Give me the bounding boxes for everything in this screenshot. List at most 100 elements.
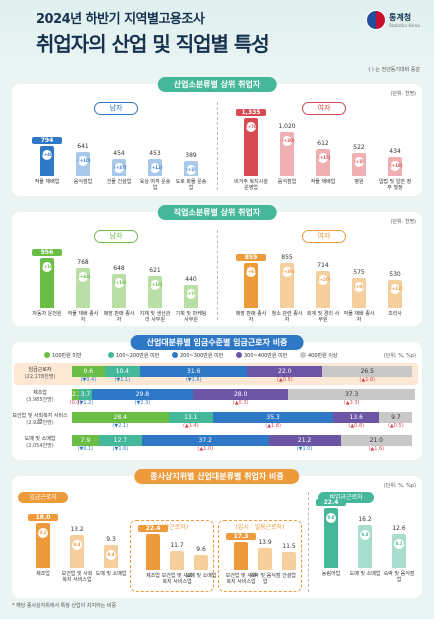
change-badge: (+40) [42,150,55,161]
bar-value: 768 [77,258,89,266]
header-note: ( ) 는 전년동기대비 증감 [368,67,420,73]
bar-label: 작물 재배 종사자 [67,311,99,323]
bar-segment: 28.0 [193,389,289,400]
row-sub: (22,178천명) [24,374,56,380]
header: 2024년 하반기 지역별고용조사 취업자의 산업 및 직업별 특성 통계청 S… [0,0,434,66]
bar-segment: 21.2 [268,435,341,446]
bar-value: 453 [149,150,161,158]
bar-value: 22.4 [138,525,168,532]
bar-value: 9.3 [106,535,116,543]
bar-label: 자동차 운전원 [32,311,62,317]
change-badge: (+37) [114,162,127,173]
bar-label: 농림어업 [321,571,341,577]
bar-segment: 3.7 [79,389,92,400]
change-value: (▼2.1) [112,423,129,429]
divider [217,230,218,320]
change-value: (▼0.4) [80,377,97,383]
bar-segment: 7.9 [72,435,99,446]
section-title: 산업소분류별 상위 취업자 [157,77,277,92]
bar-label: 제조업 [36,571,50,577]
bar [324,508,338,568]
change-badge: (+20) [318,274,331,285]
change-badge: (+3) [354,157,364,168]
legend-dot-icon [108,352,114,358]
bar-segment: 29.8 [91,389,194,400]
male-tag: 남자 [94,102,138,115]
female-tag: 여자 [302,230,346,243]
bar-label: 육상 여객 운송업 [139,179,171,191]
change-badge: (+10) [78,155,91,166]
bar-segment: 26.5 [322,366,413,377]
bar-value: 11.5 [282,542,296,550]
divider [217,102,218,190]
unit: (단위: 천명) [390,91,416,97]
bar-segment: 9.6 [72,366,105,377]
bar-value: 714 [317,261,329,269]
bar-value: 389 [185,152,197,160]
logo-emblem-icon [366,10,386,30]
header-title-1: 2024년 하반기 지역별고용조사 [36,12,205,27]
bar [194,554,208,570]
change-badge: (+2) [186,165,196,176]
change-value: (▲1.6) [368,446,385,452]
divider [308,492,309,592]
change-badge: 0.1 [394,539,404,550]
change-value: (▲0.3) [232,400,249,406]
bar-label: 작물 재배업 [34,179,60,185]
bar-value: 794 [32,137,62,145]
change-value: (▼1.1) [114,377,131,383]
legend-item: 100만원 미만 [44,352,82,359]
row-label: 임금근로자 [28,367,52,373]
bar-segment: 37.3 [288,389,416,400]
bar-label: 비거주 복지시설 운영업 [234,179,268,191]
bar-value: 956 [32,249,62,256]
bar-value: 530 [389,271,401,279]
change-badge: 0.4 [106,549,116,560]
change-value: (▼2.3) [134,400,151,406]
row-sub: (2,054천명) [26,443,54,449]
bar-segment: 13.1 [168,412,214,423]
change-value: (▼1.0) [296,446,313,452]
bar-label: 도로 화물 운송업 [175,179,207,191]
row-sub: (2,927천명) [26,420,54,426]
unit: (단위: %, %p) [383,483,416,489]
bar-value: 621 [149,266,161,274]
bar-value: 17.3 [226,533,256,541]
bar-segment: 12.7 [98,435,143,446]
bar-label: 기획 및 마케팅 사무원 [175,311,207,323]
legend-label: 400만원 이상 [308,353,338,359]
change-value: (▼1.6) [112,446,129,452]
bar-label: 건설업 [282,573,296,579]
bar [258,547,272,570]
bar-value: 434 [389,148,401,156]
bar [234,542,248,570]
bar-label: 매장 판매 종사자 [235,311,267,323]
legend-item: 200~300만원 미만 [172,352,223,359]
bar-segment: 31.6 [140,366,248,377]
bar-segment: 35.3 [213,412,334,423]
unit: (단위: %, %p) [383,353,416,359]
bar-value: 641 [77,142,89,150]
bar-value: 522 [353,144,365,152]
bar-label: 보건업 및 사회복지 서비스업 [225,573,257,585]
change-badge: (+16) [42,262,55,272]
row-label: 도매 및 소매업 [24,436,56,442]
bar-value: 575 [353,268,365,276]
bar [170,551,184,570]
change-badge: (+44) [78,271,91,282]
bar-label: 음식점업 [73,179,93,185]
change-value: (▲1.4) [182,423,199,429]
section-title: 종사상지위별 산업대분류별 취업자 비중 [134,469,300,484]
bar [244,118,258,176]
bar-value: 1,335 [236,109,266,116]
section-title: 산업대분류별 임금수준별 임금근로자 비중 [130,335,304,350]
legend-label: 300~400만원 미만 [244,353,288,359]
wage-tag: 임금근로자 [18,492,68,503]
bar-segment: 9.7 [379,412,413,423]
section-employment-status: 종사상지위별 산업대분류별 취업자 비중 (단위: %, %p) 임금근로자 비… [12,469,422,598]
bar-label: 보건업 및 사회복지 서비스업 [61,571,93,583]
bar-value: 22.4 [316,499,346,506]
unit: (단위: 천명) [390,219,416,225]
change-value: (▲3.3) [343,400,360,406]
change-value: (▲1.8) [359,377,376,383]
